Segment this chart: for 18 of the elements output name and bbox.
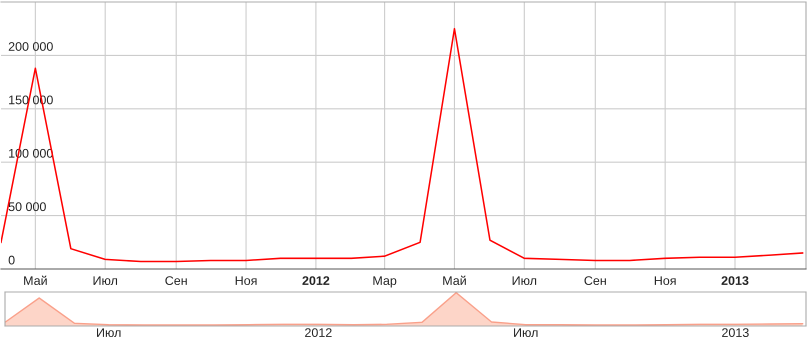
x-tick-label: Мар <box>373 276 396 288</box>
x-tick-label: Ноя <box>654 276 676 286</box>
x-tick-label: 2013 <box>722 328 749 338</box>
x-tick-label: Июл <box>94 276 118 286</box>
x-tick-label: Сен <box>165 276 187 286</box>
x-tick-label: Май <box>24 276 47 286</box>
x-tick-label: 2012 <box>302 276 330 286</box>
x-tick-label: Май <box>443 276 466 286</box>
y-tick-label: 200 000 <box>8 42 53 51</box>
y-tick-label: 50 000 <box>8 202 46 212</box>
x-tick-label: 2012 <box>305 328 332 338</box>
x-tick-label: Июл <box>97 328 121 338</box>
y-tick-label: 0 <box>8 256 15 265</box>
x-tick-label: Ноя <box>236 276 257 286</box>
x-tick-label: Июл <box>512 276 536 286</box>
x-tick-label: 2013 <box>722 276 748 286</box>
x-tick-label: Сен <box>584 276 606 286</box>
x-tick-label: Июл <box>514 328 538 338</box>
